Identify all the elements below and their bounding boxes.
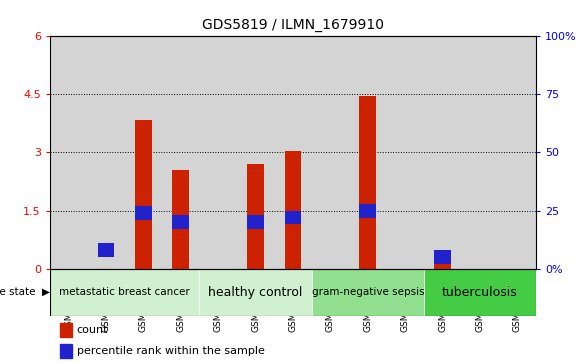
Bar xyxy=(312,269,424,316)
Bar xyxy=(199,269,312,316)
Bar xyxy=(125,36,162,269)
Bar xyxy=(172,170,189,269)
Bar xyxy=(87,36,125,269)
Bar xyxy=(387,36,424,269)
Text: GSM1599185: GSM1599185 xyxy=(363,271,372,332)
Text: GSM1599184: GSM1599184 xyxy=(326,271,335,331)
Text: gram-negative sepsis: gram-negative sepsis xyxy=(312,287,424,297)
Bar xyxy=(50,36,87,269)
Bar xyxy=(172,215,189,229)
Bar xyxy=(434,264,451,269)
Bar xyxy=(461,36,499,269)
Text: GSM1599177: GSM1599177 xyxy=(64,271,73,332)
Text: GSM1599189: GSM1599189 xyxy=(513,271,522,332)
Text: GSM1599182: GSM1599182 xyxy=(251,271,260,331)
Bar xyxy=(312,36,349,269)
Bar xyxy=(285,151,301,269)
Text: count: count xyxy=(77,325,108,335)
Text: GSM1599179: GSM1599179 xyxy=(139,271,148,332)
Title: GDS5819 / ILMN_1679910: GDS5819 / ILMN_1679910 xyxy=(202,19,384,33)
Text: GSM1599178: GSM1599178 xyxy=(101,271,110,332)
Bar xyxy=(199,36,237,269)
Bar xyxy=(424,269,536,316)
Bar xyxy=(60,344,71,358)
Bar xyxy=(359,204,376,217)
Bar xyxy=(247,215,264,229)
Bar xyxy=(135,119,152,269)
Text: tuberculosis: tuberculosis xyxy=(442,286,518,299)
Bar xyxy=(359,96,376,269)
Bar xyxy=(97,243,114,257)
Text: GSM1599186: GSM1599186 xyxy=(401,271,410,332)
Bar xyxy=(424,36,461,269)
Text: disease state  ▶: disease state ▶ xyxy=(0,287,50,297)
Text: percentile rank within the sample: percentile rank within the sample xyxy=(77,346,264,356)
Bar xyxy=(285,211,301,224)
Text: GSM1599187: GSM1599187 xyxy=(438,271,447,332)
Bar xyxy=(162,36,199,269)
Bar xyxy=(60,323,71,337)
Text: healthy control: healthy control xyxy=(209,286,303,299)
Bar xyxy=(274,36,312,269)
Bar xyxy=(237,36,274,269)
Bar xyxy=(135,206,152,220)
Text: metastatic breast cancer: metastatic breast cancer xyxy=(59,287,190,297)
Bar xyxy=(434,250,451,264)
Text: GSM1599188: GSM1599188 xyxy=(476,271,485,332)
Bar xyxy=(50,269,199,316)
Bar xyxy=(499,36,536,269)
Text: GSM1599181: GSM1599181 xyxy=(214,271,223,332)
Text: GSM1599183: GSM1599183 xyxy=(288,271,298,332)
Bar xyxy=(247,164,264,269)
Text: GSM1599180: GSM1599180 xyxy=(176,271,185,332)
Bar xyxy=(349,36,387,269)
